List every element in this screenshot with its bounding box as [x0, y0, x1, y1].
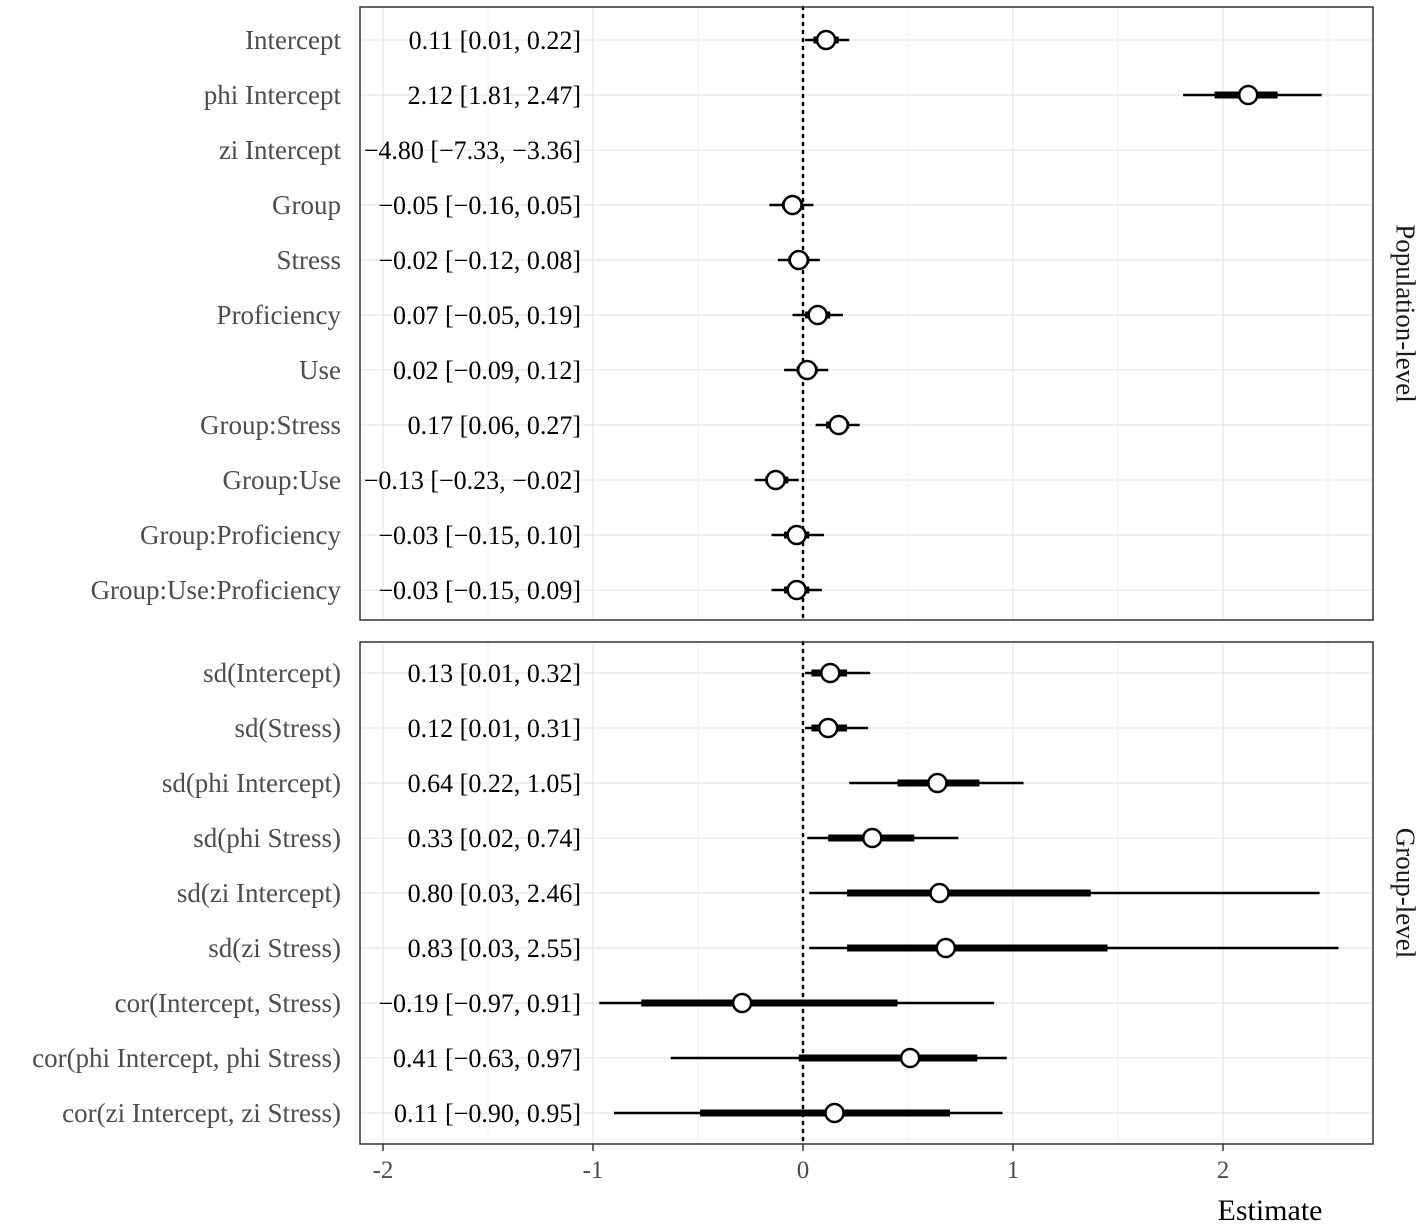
row-labels: Intercept phi Intercept zi Intercept Group S…	[32, 25, 341, 1128]
row-label-cor-zi-intercept-zi-stress: cor(zi Intercept, zi Stress)	[62, 1098, 341, 1128]
interval-marks	[599, 662, 1339, 1124]
row-label-proficiency: Proficiency	[217, 300, 342, 330]
estimate-text-group-use-proficiency: −0.03 [−0.15, 0.09]	[378, 576, 581, 605]
point-estimate-cor-phi-intercept-phi-stress	[899, 1047, 921, 1069]
x-axis: -2 -1 0 1 2	[373, 1144, 1230, 1184]
estimate-text-proficiency: 0.07 [−0.05, 0.19]	[393, 301, 581, 330]
row-label-sd-zi-stress: sd(zi Stress)	[208, 933, 341, 963]
row-label-zi-intercept: zi Intercept	[219, 135, 342, 165]
estimate-text-sd-zi-stress: 0.83 [0.03, 2.55]	[408, 934, 581, 963]
x-tick-label: 0	[797, 1157, 810, 1184]
row-label-group-proficiency: Group:Proficiency	[140, 520, 341, 550]
row-label-group-stress: Group:Stress	[200, 410, 341, 440]
strip-label-group-level: Group-level	[1391, 828, 1418, 958]
row-label-use: Use	[299, 355, 341, 385]
x-tick-label: -2	[373, 1157, 394, 1184]
estimate-text-use: 0.02 [−0.09, 0.12]	[393, 356, 581, 385]
panel-group-level: 0.13 [0.01, 0.32] 0.12 [0.01, 0.31] 0.64 […	[359, 640, 1418, 1146]
point-estimate-sd-zi-stress	[935, 937, 957, 959]
interval-marks	[754, 29, 1322, 601]
panel-population-level: 0.11 [0.01, 0.22] 2.12 [1.81, 2.47] −4.80 …	[359, 5, 1418, 622]
row-label-intercept: Intercept	[245, 25, 341, 55]
estimate-text-sd-zi-intercept: 0.80 [0.03, 2.46]	[408, 879, 581, 908]
point-estimate-intercept	[815, 29, 837, 51]
row-label-sd-phi-intercept: sd(phi Intercept)	[162, 768, 341, 798]
point-estimate-group-proficiency	[786, 524, 807, 546]
point-estimate-phi-intercept	[1237, 84, 1259, 106]
row-label-sd-zi-intercept: sd(zi Intercept)	[177, 878, 341, 908]
row-label-group-use-proficiency: Group:Use:Proficiency	[91, 575, 342, 605]
estimate-text-cor-zi-intercept-zi-stress: 0.11 [−0.90, 0.95]	[394, 1099, 581, 1128]
point-estimate-sd-stress	[817, 717, 839, 739]
row-label-sd-intercept: sd(Intercept)	[203, 658, 341, 688]
panel-border	[359, 6, 1374, 621]
point-estimate-group	[782, 194, 803, 216]
x-tick-label: -1	[583, 1157, 604, 1184]
estimate-text-phi-intercept: 2.12 [1.81, 2.47]	[408, 81, 581, 110]
point-estimate-group-use-proficiency	[786, 579, 807, 601]
point-estimate-sd-zi-intercept	[929, 882, 950, 904]
panel-background	[360, 7, 1373, 620]
x-tick-label: 2	[1217, 1157, 1230, 1184]
estimate-labels: 0.13 [0.01, 0.32] 0.12 [0.01, 0.31] 0.64 […	[378, 659, 581, 1128]
point-estimate-sd-phi-stress	[862, 827, 883, 849]
estimate-text-zi-intercept: −4.80 [−7.33, −3.36]	[364, 136, 581, 165]
estimate-text-cor-phi-intercept-phi-stress: 0.41 [−0.63, 0.97]	[393, 1044, 581, 1073]
point-estimate-group-use	[765, 469, 786, 491]
row-label-cor-phi-intercept-phi-stress: cor(phi Intercept, phi Stress)	[32, 1043, 341, 1073]
estimate-text-group-proficiency: −0.03 [−0.15, 0.10]	[378, 521, 581, 550]
row-label-phi-intercept: phi Intercept	[204, 80, 342, 110]
estimate-text-sd-intercept: 0.13 [0.01, 0.32]	[408, 659, 581, 688]
point-estimate-sd-phi-intercept	[927, 772, 948, 794]
point-estimate-group-stress	[828, 414, 849, 436]
estimate-text-group-use: −0.13 [−0.23, −0.02]	[364, 466, 581, 495]
row-label-group-use: Group:Use	[223, 465, 341, 495]
plot-panels: 0.11 [0.01, 0.22] 2.12 [1.81, 2.47] −4.80 …	[359, 5, 1418, 1146]
estimate-text-sd-phi-intercept: 0.64 [0.22, 1.05]	[408, 769, 581, 798]
estimate-text-intercept: 0.11 [0.01, 0.22]	[409, 26, 581, 55]
point-estimate-use	[796, 359, 818, 381]
panel-border	[359, 641, 1374, 1145]
row-label-sd-stress: sd(Stress)	[235, 713, 342, 743]
estimate-labels: 0.11 [0.01, 0.22] 2.12 [1.81, 2.47] −4.80 …	[364, 26, 581, 605]
row-label-stress: Stress	[276, 245, 341, 275]
point-estimate-cor-zi-intercept-zi-stress	[824, 1102, 845, 1124]
estimate-text-group-stress: 0.17 [0.06, 0.27]	[408, 411, 581, 440]
estimate-text-cor-intercept-stress: −0.19 [−0.97, 0.91]	[378, 989, 581, 1018]
x-axis-title: Estimate	[1218, 1194, 1323, 1227]
point-estimate-sd-intercept	[820, 662, 841, 684]
estimate-text-stress: −0.02 [−0.12, 0.08]	[378, 246, 581, 275]
x-tick-label: 1	[1007, 1157, 1020, 1184]
row-label-group: Group	[272, 190, 341, 220]
estimate-text-group: −0.05 [−0.16, 0.05]	[378, 191, 581, 220]
strip-label-population-level: Population-level	[1391, 224, 1418, 402]
estimate-text-sd-stress: 0.12 [0.01, 0.31]	[408, 714, 581, 743]
point-estimate-proficiency	[807, 304, 828, 326]
point-estimate-stress	[788, 249, 810, 271]
point-estimate-cor-intercept-stress	[731, 992, 753, 1014]
row-label-sd-phi-stress: sd(phi Stress)	[193, 823, 341, 853]
row-label-cor-intercept-stress: cor(Intercept, Stress)	[115, 988, 341, 1018]
estimate-text-sd-phi-stress: 0.33 [0.02, 0.74]	[408, 824, 581, 853]
